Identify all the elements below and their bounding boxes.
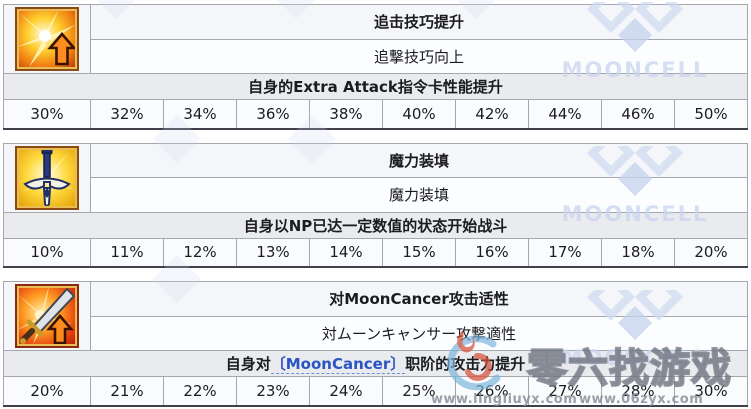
skill-value-cell: 32%: [90, 99, 164, 130]
skill-description: 自身对〔MoonCancer〕职阶的攻击力提升: [3, 350, 748, 377]
skill-value-cell: 17%: [528, 237, 602, 268]
skill-value-cell: 50%: [674, 99, 748, 130]
mooncancer-class-link[interactable]: 〔MoonCancer〕: [270, 355, 406, 374]
skill-description: 自身的Extra Attack指令卡性能提升: [3, 73, 748, 100]
skill-subtitle-jp: 対ムーンキャンサー攻撃適性: [90, 315, 748, 351]
skill-table-pursuit: 追击技巧提升 追撃技巧向上 自身的Extra Attack指令卡性能提升 30%…: [3, 4, 748, 130]
skill-value-cell: 42%: [455, 99, 529, 130]
skill-value-cell: 36%: [236, 99, 310, 130]
description-prefix: 自身对: [225, 355, 271, 373]
skill-table-anti-mooncancer: 对MoonCancer攻击适性 対ムーンキャンサー攻撃適性 自身对〔MoonCa…: [3, 281, 748, 407]
skill-values-row: 10% 11% 12% 13% 14% 15% 16% 17% 18% 20%: [3, 237, 748, 268]
skill-value-cell: 26%: [455, 376, 529, 407]
skill-title: 追击技巧提升: [90, 4, 748, 40]
skill-value-cell: 38%: [309, 99, 383, 130]
skill-value-cell: 21%: [90, 376, 164, 407]
burst-arrow-up-icon[interactable]: [15, 7, 79, 71]
skill-values-row: 30% 32% 34% 36% 38% 40% 42% 44% 46% 50%: [3, 99, 748, 130]
skill-value-cell: 40%: [382, 99, 456, 130]
skill-value-cell: 44%: [528, 99, 602, 130]
description-suffix: 职阶的攻击力提升: [405, 355, 526, 373]
skill-value-cell: 13%: [236, 237, 310, 268]
skill-value-cell: 11%: [90, 237, 164, 268]
skill-value-cell: 25%: [382, 376, 456, 407]
skill-values-row: 20% 21% 22% 23% 24% 25% 26% 27% 28% 30%: [3, 376, 748, 407]
skill-icon-cell: [3, 4, 91, 74]
skill-value-cell: 20%: [674, 237, 748, 268]
skill-value-cell: 16%: [455, 237, 529, 268]
skill-value-cell: 30%: [3, 99, 91, 130]
sword-hilt-icon[interactable]: [15, 145, 79, 210]
skill-value-cell: 34%: [163, 99, 237, 130]
skill-title: 魔力装填: [90, 142, 748, 178]
skill-value-cell: 12%: [163, 237, 237, 268]
skill-value-cell: 46%: [601, 99, 675, 130]
skill-description: 自身以NP已达一定数值的状态开始战斗: [3, 211, 748, 239]
skill-icon-cell: [3, 142, 91, 213]
skill-value-cell: 23%: [236, 376, 310, 407]
skill-value-cell: 22%: [163, 376, 237, 407]
skill-value-cell: 28%: [601, 376, 675, 407]
skill-subtitle-jp: 追撃技巧向上: [90, 38, 748, 74]
skill-value-cell: 14%: [309, 237, 383, 268]
skill-table-magic-load: 魔力装填 魔力装填 自身以NP已达一定数值的状态开始战斗 10% 11% 12%…: [3, 142, 748, 268]
skill-value-cell: 20%: [3, 376, 91, 407]
skill-icon-cell: [3, 281, 91, 351]
sword-burst-arrow-icon[interactable]: [15, 284, 79, 348]
skill-value-cell: 15%: [382, 237, 456, 268]
skill-value-cell: 27%: [528, 376, 602, 407]
skill-value-cell: 30%: [674, 376, 748, 407]
skill-value-cell: 10%: [3, 237, 91, 268]
skill-subtitle-jp: 魔力装填: [90, 177, 748, 213]
skill-value-cell: 18%: [601, 237, 675, 268]
skill-title: 对MoonCancer攻击适性: [90, 281, 748, 317]
skill-value-cell: 24%: [309, 376, 383, 407]
